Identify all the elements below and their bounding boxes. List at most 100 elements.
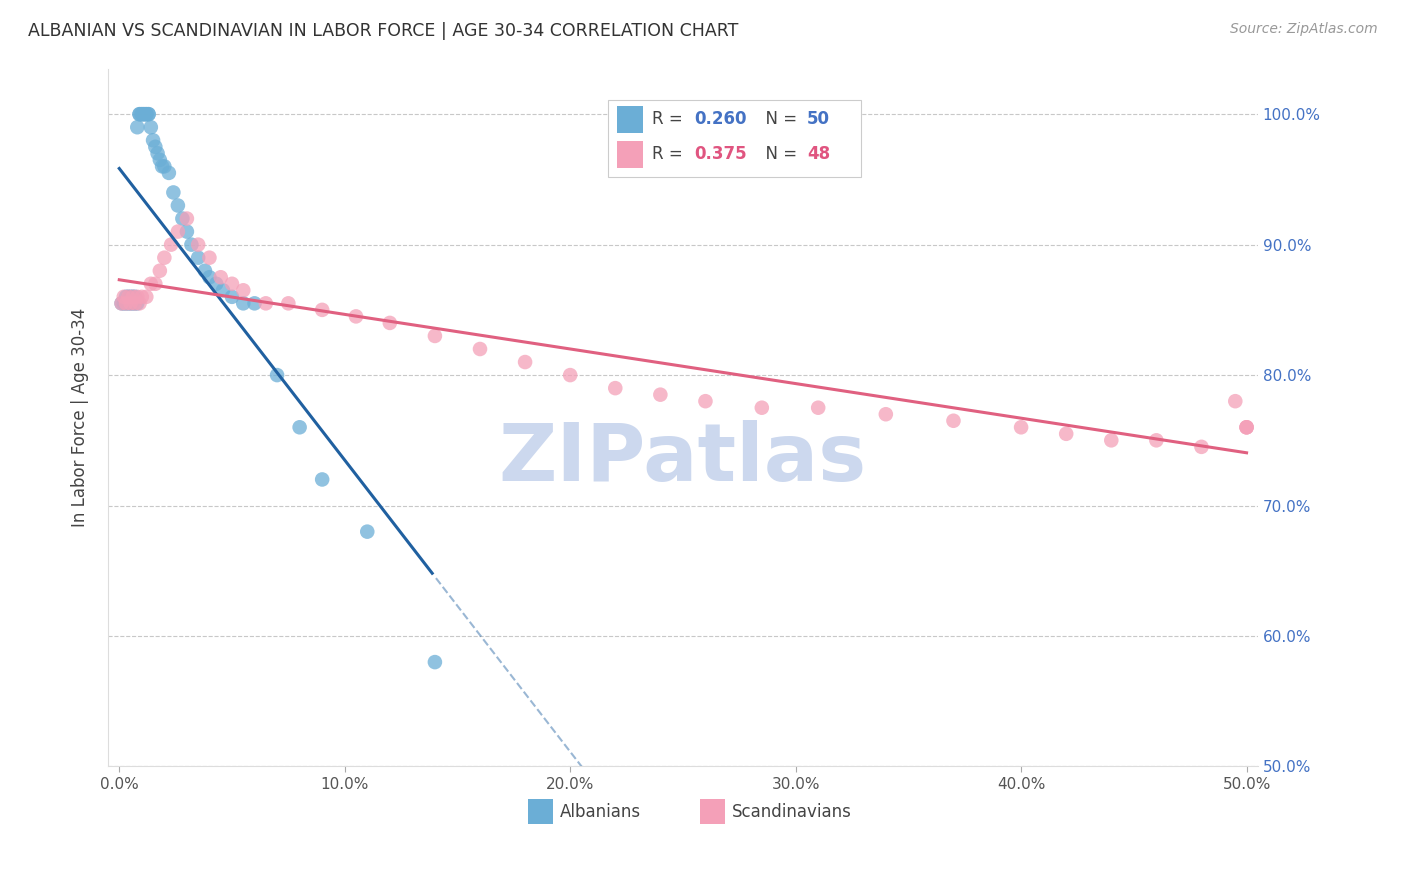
- Point: [1191, 440, 1213, 454]
- Point: [1236, 420, 1258, 434]
- Point: [135, 290, 157, 304]
- Point: [120, 296, 142, 310]
- Point: [124, 296, 146, 310]
- Point: [344, 310, 367, 324]
- Point: [751, 401, 773, 415]
- Point: [120, 296, 142, 310]
- Point: [127, 296, 149, 310]
- Point: [176, 211, 198, 226]
- Text: R =: R =: [652, 111, 688, 128]
- Point: [117, 290, 139, 304]
- FancyBboxPatch shape: [609, 100, 860, 177]
- Point: [311, 302, 333, 317]
- Point: [468, 342, 491, 356]
- Point: [121, 296, 143, 310]
- Y-axis label: In Labor Force | Age 30-34: In Labor Force | Age 30-34: [72, 308, 89, 527]
- Text: Albanians: Albanians: [560, 803, 641, 821]
- Point: [131, 107, 153, 121]
- Text: ZIPatlas: ZIPatlas: [499, 420, 868, 499]
- Point: [232, 283, 254, 297]
- Point: [131, 290, 153, 304]
- Point: [311, 473, 333, 487]
- Point: [205, 277, 228, 291]
- Point: [243, 296, 266, 310]
- Point: [650, 387, 672, 401]
- Point: [157, 166, 180, 180]
- Point: [266, 368, 288, 383]
- Point: [1054, 426, 1077, 441]
- Point: [117, 296, 139, 310]
- Point: [143, 140, 166, 154]
- Text: 0.375: 0.375: [695, 145, 747, 163]
- Point: [254, 296, 277, 310]
- Point: [807, 401, 830, 415]
- Point: [117, 290, 139, 304]
- Point: [139, 277, 162, 291]
- Point: [127, 120, 149, 135]
- Point: [221, 290, 243, 304]
- Point: [187, 237, 209, 252]
- Text: R =: R =: [652, 145, 688, 163]
- Point: [277, 296, 299, 310]
- Point: [209, 270, 232, 285]
- Point: [180, 237, 202, 252]
- Point: [115, 296, 138, 310]
- Point: [167, 225, 190, 239]
- Point: [128, 107, 150, 121]
- Point: [132, 107, 155, 121]
- Point: [110, 296, 132, 310]
- Point: [198, 251, 221, 265]
- Point: [112, 296, 135, 310]
- Point: [128, 107, 150, 121]
- Point: [138, 107, 160, 121]
- Point: [198, 270, 221, 285]
- Point: [1236, 420, 1258, 434]
- Point: [115, 290, 138, 304]
- Point: [605, 381, 627, 395]
- Point: [875, 407, 897, 421]
- Point: [132, 107, 155, 121]
- Point: [124, 290, 146, 304]
- Point: [128, 296, 150, 310]
- Point: [112, 290, 135, 304]
- FancyBboxPatch shape: [617, 141, 643, 168]
- Point: [135, 107, 157, 121]
- Point: [149, 264, 172, 278]
- Text: 50: 50: [807, 111, 830, 128]
- Point: [423, 329, 446, 343]
- Point: [160, 237, 183, 252]
- Text: ALBANIAN VS SCANDINAVIAN IN LABOR FORCE | AGE 30-34 CORRELATION CHART: ALBANIAN VS SCANDINAVIAN IN LABOR FORCE …: [28, 22, 738, 40]
- Point: [221, 277, 243, 291]
- Point: [423, 655, 446, 669]
- FancyBboxPatch shape: [527, 799, 553, 824]
- Point: [212, 283, 235, 297]
- Point: [513, 355, 536, 369]
- Point: [1225, 394, 1247, 409]
- Point: [1236, 420, 1258, 434]
- Point: [143, 277, 166, 291]
- Point: [150, 160, 173, 174]
- Point: [942, 414, 965, 428]
- Point: [153, 251, 176, 265]
- Point: [146, 146, 169, 161]
- Point: [187, 251, 209, 265]
- Point: [1010, 420, 1032, 434]
- Point: [138, 107, 160, 121]
- Point: [167, 198, 190, 212]
- Point: [378, 316, 401, 330]
- Text: Source: ZipAtlas.com: Source: ZipAtlas.com: [1230, 22, 1378, 37]
- Point: [142, 133, 165, 147]
- Point: [232, 296, 254, 310]
- Text: N =: N =: [755, 145, 803, 163]
- Text: N =: N =: [755, 111, 803, 128]
- Point: [176, 225, 198, 239]
- Point: [1099, 434, 1122, 448]
- Point: [120, 290, 142, 304]
- Point: [194, 264, 217, 278]
- FancyBboxPatch shape: [617, 106, 643, 133]
- Point: [135, 107, 157, 121]
- Point: [172, 211, 194, 226]
- Point: [356, 524, 378, 539]
- Point: [149, 153, 172, 167]
- Point: [560, 368, 582, 383]
